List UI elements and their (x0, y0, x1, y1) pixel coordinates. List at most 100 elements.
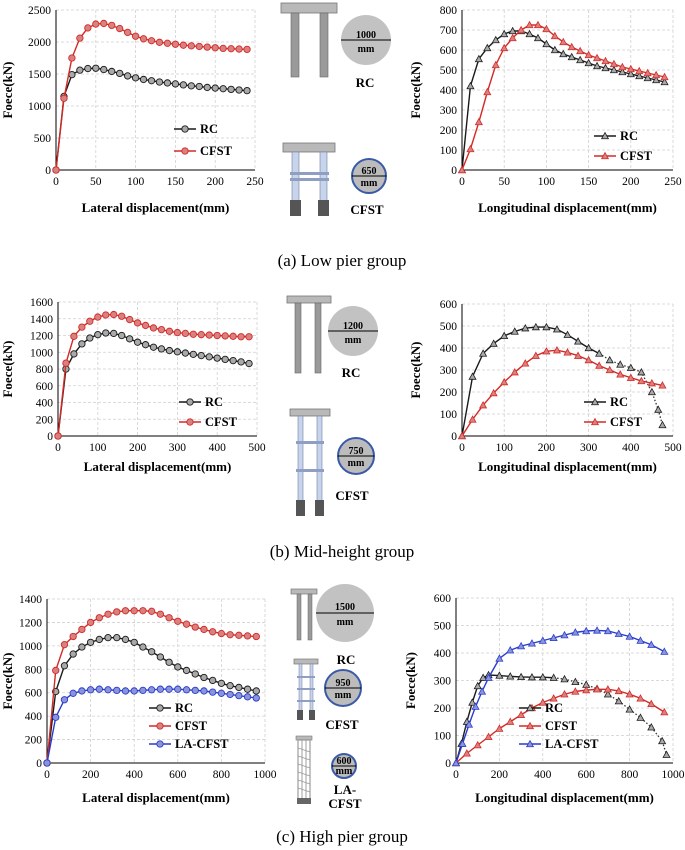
rc-point (133, 338, 142, 346)
legend-label-cfst: CFST (545, 719, 578, 733)
la-point (660, 647, 669, 655)
rc-point (525, 29, 534, 38)
la-point (252, 694, 260, 702)
la-point (235, 691, 243, 700)
cfst-point (626, 373, 635, 381)
rc-point (245, 359, 253, 368)
cfst-point (113, 608, 121, 616)
rc-point (626, 363, 635, 371)
rc-point (179, 81, 188, 89)
x-tick-label: 200 (82, 769, 100, 781)
cfst-point (226, 631, 234, 639)
cfst-point (195, 42, 203, 51)
rc-point (181, 349, 190, 357)
rc-point (592, 61, 602, 70)
pier-label-cfst: CFST (325, 717, 359, 732)
rc-point (567, 52, 576, 61)
cfst-point (462, 749, 471, 757)
rc-point (156, 653, 165, 661)
y-tick-label: 500 (440, 321, 458, 333)
diameter-value: 1000 (356, 30, 376, 41)
cfst-point (603, 685, 612, 693)
rc-point (78, 643, 86, 651)
section-circle-rc-low: 1000 mm (341, 15, 391, 65)
y-tick-label: 2500 (28, 5, 51, 17)
series-cfst (451, 685, 669, 767)
y-tick-label: 500 (34, 133, 52, 145)
rc-point (533, 33, 543, 42)
x-tick-label: 1000 (662, 769, 685, 781)
y-tick-label: 300 (434, 676, 452, 688)
legend: RC CFST LA-CFST (149, 701, 229, 751)
y-tick-label: 1600 (30, 297, 53, 309)
cfst-point (506, 717, 515, 725)
cfst-point (521, 359, 530, 367)
rc-point (531, 322, 540, 331)
rc-point (203, 83, 211, 92)
rc-point (552, 325, 562, 333)
la-point (69, 689, 77, 697)
rc-point (506, 672, 515, 680)
legend-marker-rc (525, 703, 535, 712)
rc-point (243, 86, 251, 95)
y-tick-label: 200 (25, 735, 43, 747)
cfst-point (133, 319, 142, 327)
x-axis-label: Lateral displacement(mm) (82, 200, 230, 215)
y-tick-label: 200 (440, 125, 458, 137)
y-tick-label: 1200 (19, 617, 42, 629)
y-axis-label: Foece(kN) (0, 340, 15, 397)
rc-point (217, 679, 226, 687)
rc-point (221, 355, 229, 364)
cfst-point (595, 361, 604, 369)
rc-point (171, 80, 180, 88)
chart-c-longitudinal: 0 200 400 600 800 1000 0 100 200 300 400 500 600 Long… (403, 593, 685, 805)
diameter-unit: mm (345, 335, 362, 346)
x-tick-label: 200 (207, 176, 225, 188)
cfst-point (466, 144, 475, 153)
chart-a-lateral: 0 50 100 150 200 25005001000150020002500Later… (0, 5, 264, 215)
rc-point (637, 367, 646, 376)
cfst-point (60, 641, 69, 649)
rc-point (466, 81, 475, 90)
cfst-point (491, 60, 500, 69)
x-tick-label: 50 (498, 176, 510, 188)
legend: RC CFST LA-CFST (519, 701, 599, 751)
cfst-point (125, 315, 134, 324)
legend-label-cfst: CFST (205, 415, 238, 429)
rc-point (195, 82, 203, 91)
la-point (104, 686, 112, 694)
cfst-point (213, 331, 221, 340)
legend-marker-cfst (590, 417, 600, 426)
rc-point (489, 339, 498, 347)
cfst-point (457, 431, 467, 440)
diameter-unit: mm (361, 178, 378, 189)
y-tick-label: 100 (440, 409, 458, 421)
rc-point (237, 358, 245, 366)
rc-point (500, 331, 509, 340)
la-point (43, 759, 51, 767)
y-tick-label: 100 (434, 731, 452, 743)
y-tick-label: 600 (440, 299, 458, 311)
cfst-point (592, 685, 602, 693)
rc-point (219, 85, 227, 93)
la-point (464, 720, 474, 728)
rc-point (654, 405, 663, 413)
cfst-point (531, 351, 540, 359)
la-point (592, 626, 602, 634)
y-tick-label: 1500 (28, 69, 51, 81)
legend-marker-cfst (525, 721, 535, 730)
la-point (78, 687, 86, 695)
cfst-point (647, 378, 656, 387)
rc-point (163, 79, 172, 87)
y-tick-label: 200 (434, 703, 452, 715)
cfst-point (139, 607, 147, 615)
rc-point (102, 329, 110, 337)
y-tick-label: 400 (440, 85, 458, 97)
rc-point (468, 698, 477, 706)
la-line (455, 629, 665, 764)
cfst-point (500, 377, 509, 386)
cfst-point (86, 317, 94, 325)
cfst-point (139, 35, 148, 43)
cfst-point (209, 628, 217, 636)
cfst-point (616, 370, 625, 378)
